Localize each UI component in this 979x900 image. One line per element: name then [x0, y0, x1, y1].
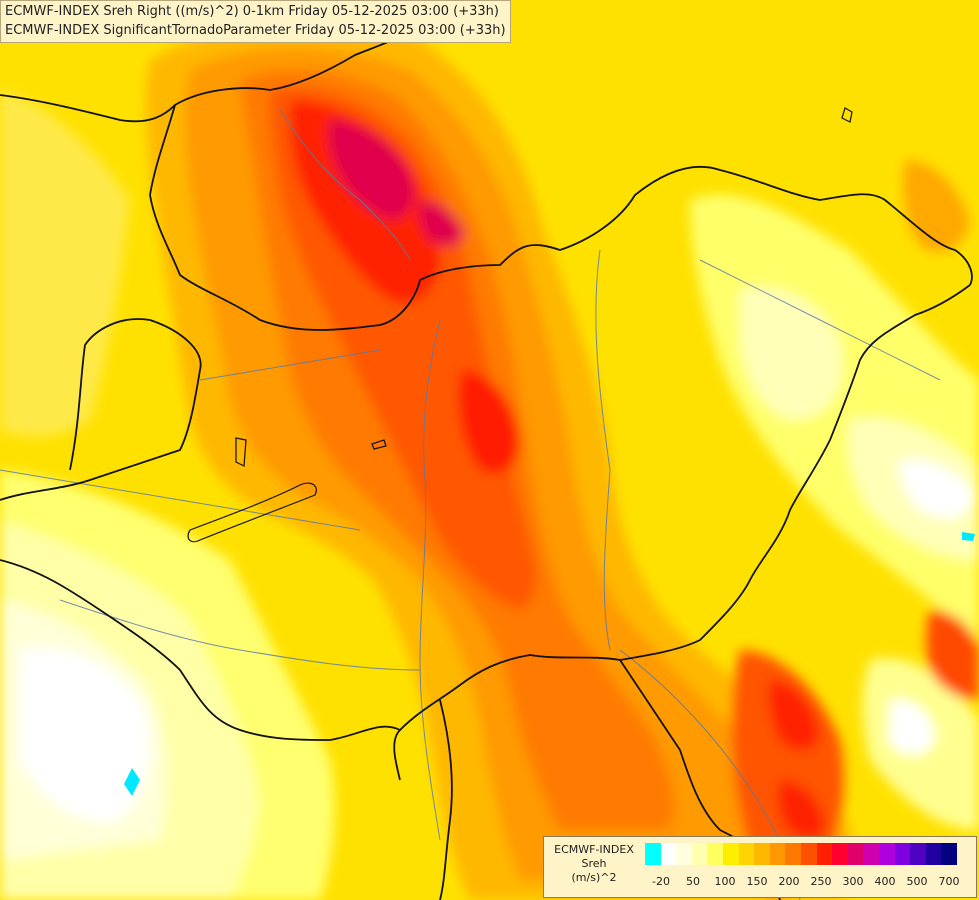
legend-color-bar	[645, 843, 957, 865]
legend-swatch	[863, 843, 879, 865]
legend-swatch	[707, 843, 723, 865]
title-line-sreh: ECMWF-INDEX Sreh Right ((m/s)^2) 0-1km F…	[5, 4, 499, 19]
legend-swatch	[878, 843, 895, 865]
legend-swatch	[816, 843, 833, 865]
legend-swatch	[847, 843, 864, 865]
legend-swatch	[925, 843, 942, 865]
legend-swatch	[676, 843, 692, 865]
legend-swatch	[769, 843, 786, 865]
legend-tick-label: -20	[652, 875, 670, 888]
legend-swatch	[785, 843, 801, 865]
legend-swatch	[941, 843, 957, 865]
legend-swatch	[645, 843, 661, 865]
legend-title-line: Sreh	[581, 857, 607, 870]
legend-tick-label: 50	[686, 875, 700, 888]
legend-tick-label: 250	[810, 875, 832, 888]
legend-tick-label: 300	[842, 875, 864, 888]
legend-tick-label: 700	[938, 875, 960, 888]
legend-tick-label: 400	[874, 875, 896, 888]
map-title: ECMWF-INDEX Sreh Right ((m/s)^2) 0-1km F…	[0, 0, 511, 43]
legend-swatch	[738, 843, 755, 865]
rivers	[0, 109, 941, 900]
legend-swatch	[894, 843, 911, 865]
legend-swatch	[800, 843, 817, 865]
legend-title-line: (m/s)^2	[571, 871, 617, 884]
legend-title-line: ECMWF-INDEX	[554, 843, 634, 856]
lakes	[187, 107, 853, 543]
legend-title: ECMWF-INDEX Sreh (m/s)^2	[544, 843, 644, 885]
sreh-shading	[0, 22, 979, 900]
title-line-stp: ECMWF-INDEX SignificantTornadoParameter …	[5, 23, 506, 38]
color-legend: ECMWF-INDEX Sreh (m/s)^2 -20 50 100 150 200 2…	[543, 836, 977, 898]
legend-tick-labels: -20 50 100 150 200 250 300 400 500 700	[645, 875, 975, 891]
legend-swatch	[832, 843, 848, 865]
legend-tick-label: 150	[746, 875, 768, 888]
legend-tick-label: 100	[714, 875, 736, 888]
negative-sreh-spot	[124, 768, 140, 796]
legend-swatch	[754, 843, 770, 865]
legend-swatch	[691, 843, 708, 865]
negative-sreh-spot	[962, 532, 975, 541]
legend-swatch	[910, 843, 926, 865]
legend-swatch	[722, 843, 739, 865]
legend-tick-label: 200	[778, 875, 800, 888]
legend-swatch	[660, 843, 677, 865]
legend-tick-label: 500	[906, 875, 928, 888]
